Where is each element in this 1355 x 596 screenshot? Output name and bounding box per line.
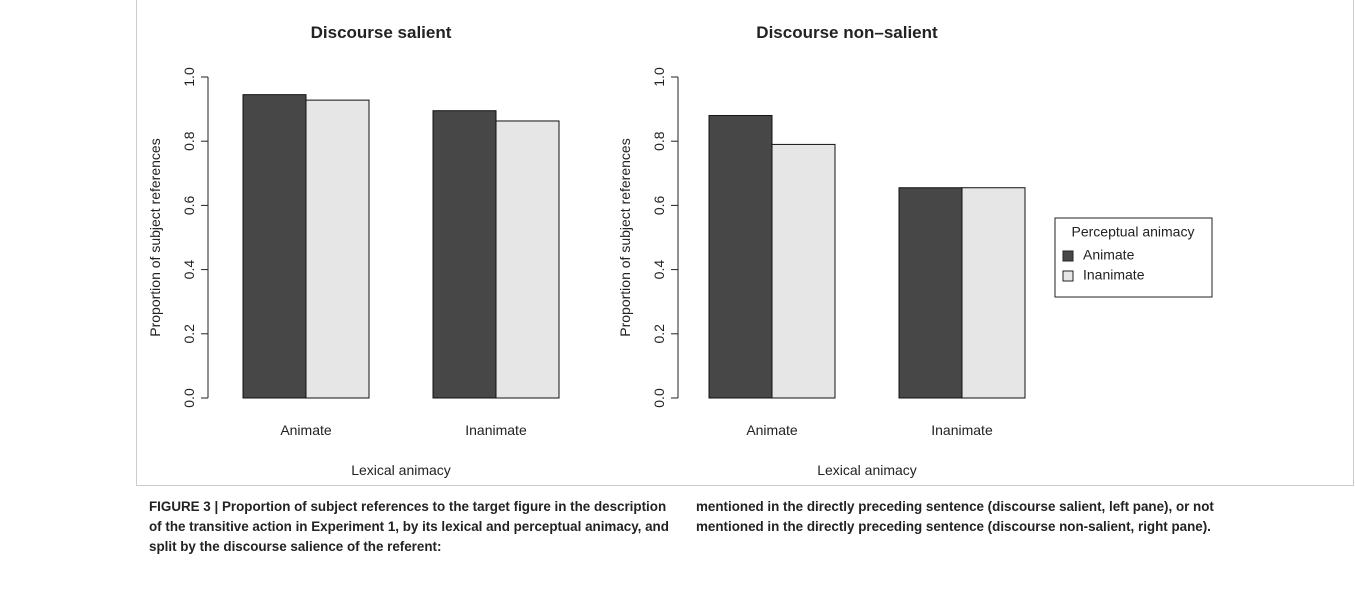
y-tick-label: 0.2 [181, 324, 197, 344]
legend-label: Animate [1083, 247, 1135, 263]
y-tick-label: 1.0 [651, 67, 667, 87]
y-tick-label: 0.8 [181, 131, 197, 151]
bar [898, 187, 963, 399]
bar [242, 94, 307, 399]
bar [305, 99, 370, 399]
legend-label: Inanimate [1083, 267, 1145, 283]
chart-title: Discourse salient [311, 23, 452, 42]
y-tick-label: 1.0 [181, 67, 197, 87]
y-tick-label: 0.4 [651, 260, 667, 280]
chart: Discourse salient 0.0 0.2 0.4 0.6 0.8 1.0 Propo… [147, 23, 1213, 478]
y-tick-label: 0.8 [651, 131, 667, 151]
chart-title: Discourse non–salient [756, 23, 938, 42]
figure-frame [136, 0, 1354, 486]
y-tick-label: 0.0 [181, 388, 197, 408]
x-tick-label: Animate [746, 422, 798, 438]
x-axis-label: Lexical animacy [817, 462, 917, 478]
y-axis-label: Proportion of subject references [617, 138, 633, 336]
y-tick-label: 0.2 [651, 324, 667, 344]
bar [771, 143, 836, 399]
y-tick-label: 0.6 [181, 195, 197, 215]
y-tick-label: 0.6 [651, 195, 667, 215]
y-tick-label: 0.0 [651, 388, 667, 408]
bar [432, 110, 497, 399]
legend-swatch [1062, 250, 1074, 262]
legend-swatch [1062, 270, 1074, 282]
x-tick-label: Animate [280, 422, 332, 438]
bar [495, 120, 560, 399]
y-axis-label: Proportion of subject references [147, 138, 163, 336]
bar [961, 187, 1026, 399]
bar [708, 115, 773, 399]
x-axis-label: Lexical animacy [351, 462, 451, 478]
caption: FIGURE 3 | Proportion of subject referen… [149, 499, 669, 554]
x-tick-label: Inanimate [931, 422, 993, 438]
x-tick-label: Inanimate [465, 422, 527, 438]
y-tick-label: 0.4 [181, 260, 197, 280]
legend-title: Perceptual animacy [1072, 224, 1195, 240]
legend-box [1054, 217, 1213, 298]
caption: mentioned in the directly preceding sent… [696, 499, 1214, 534]
